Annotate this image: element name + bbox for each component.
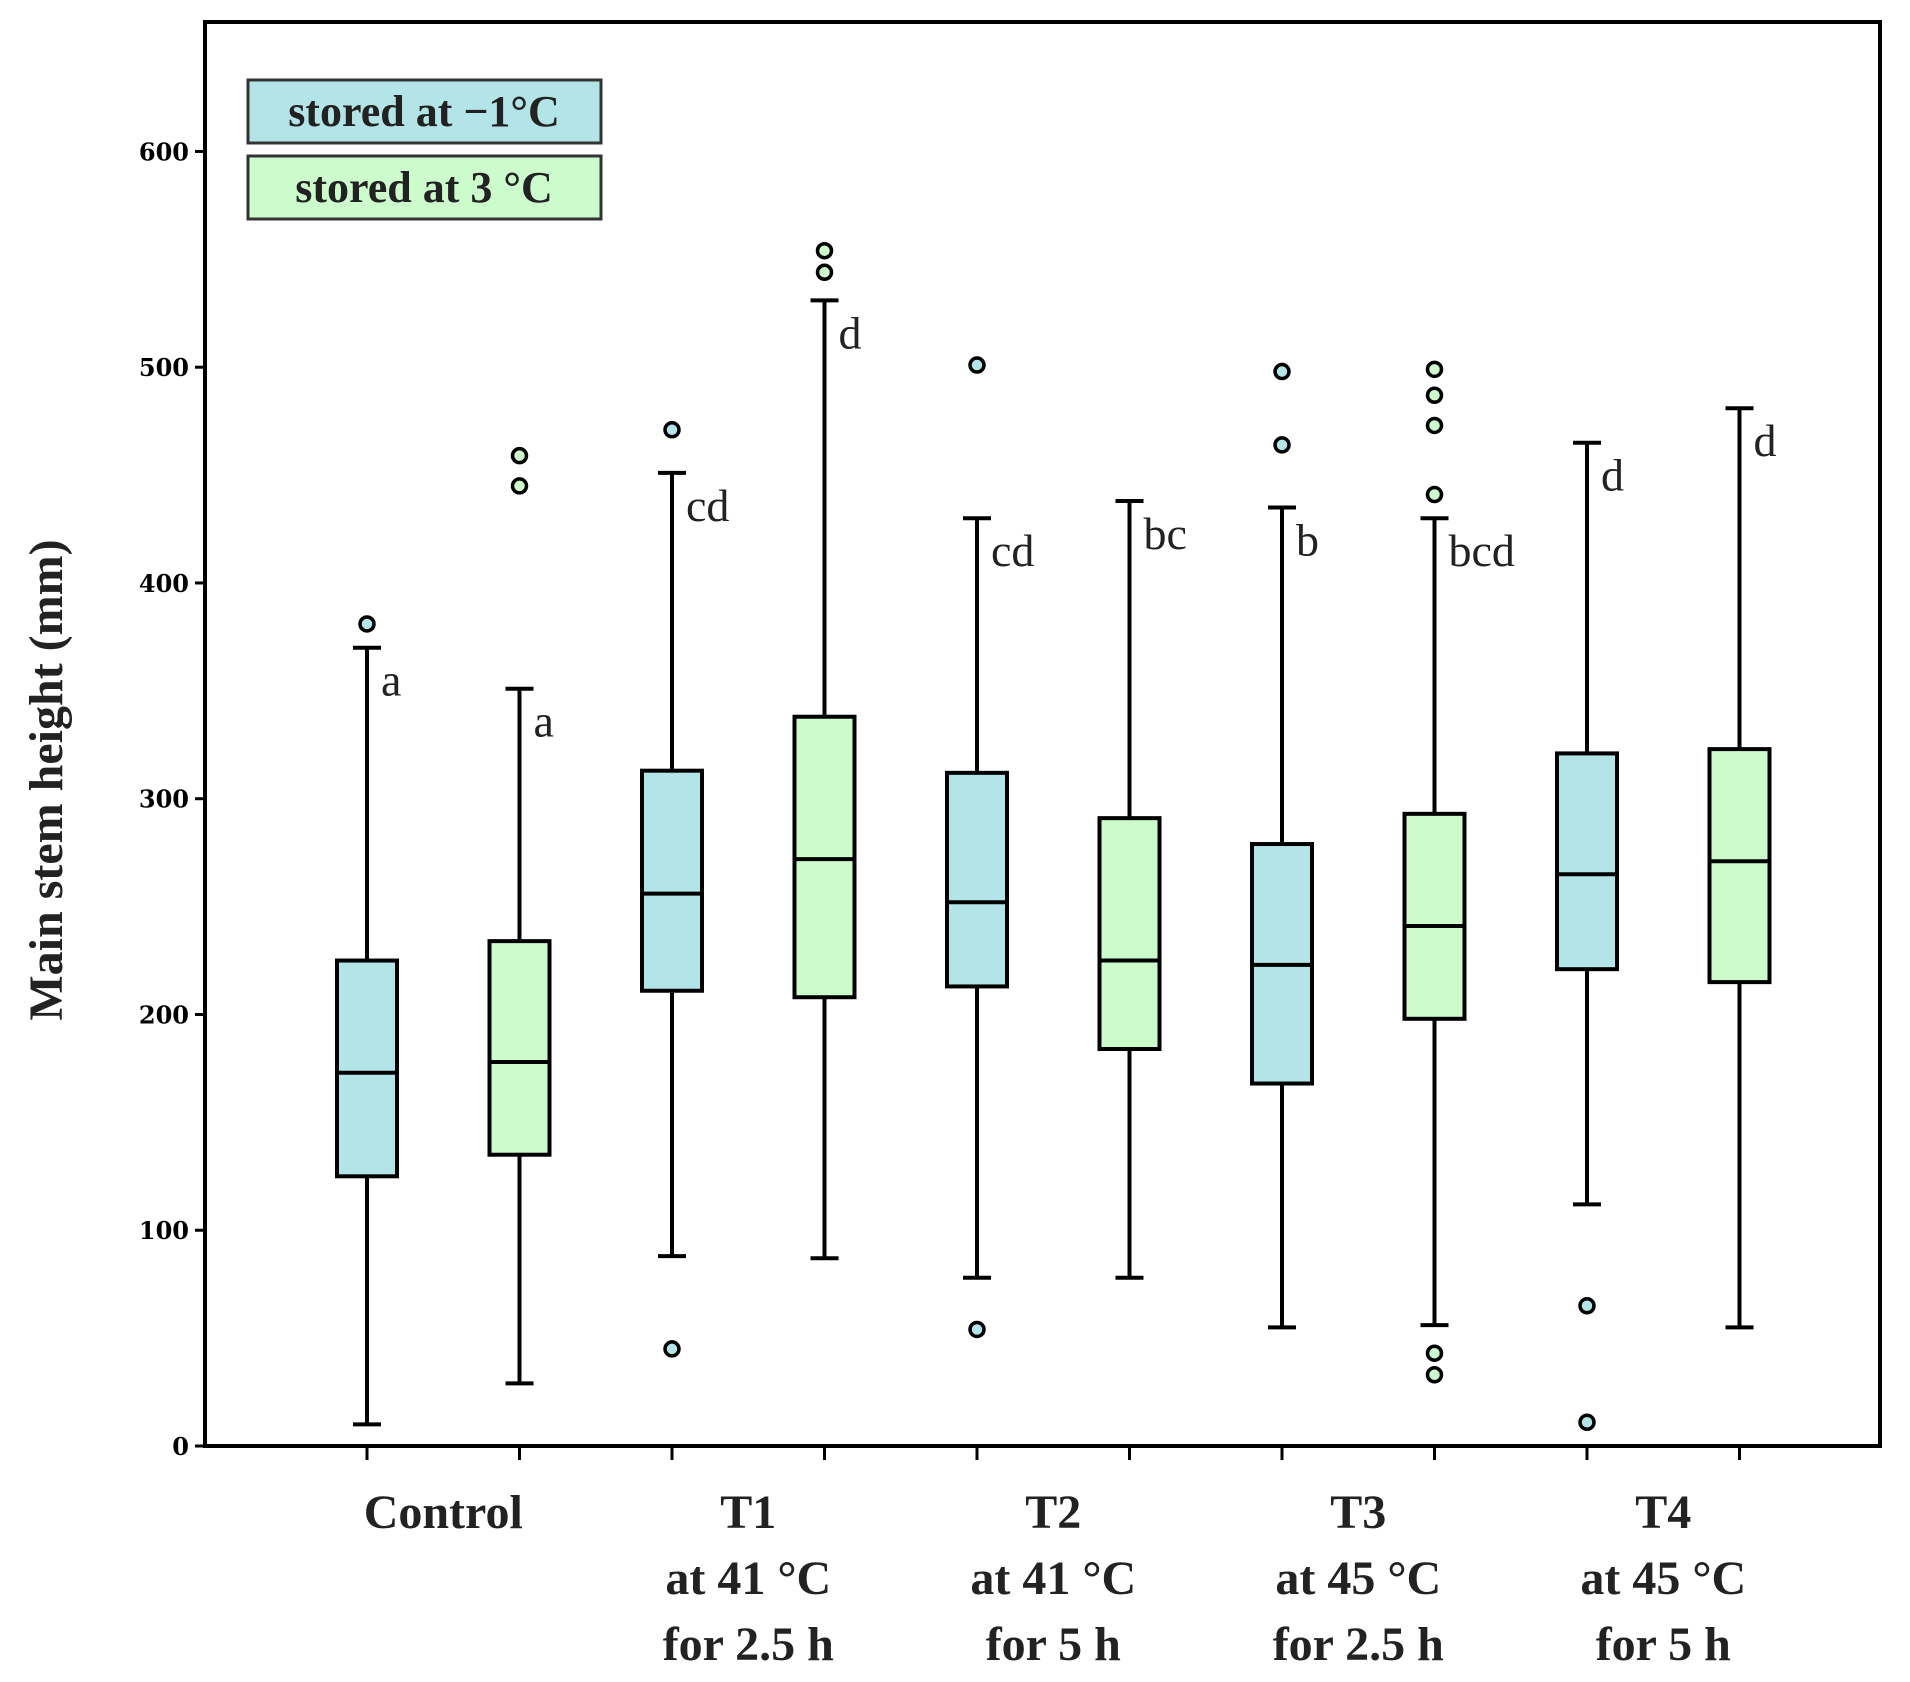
box-control-minus1c: a bbox=[335, 615, 401, 1427]
box-t4-3c: d bbox=[1707, 406, 1777, 1330]
sig-label-t2-3c: bc bbox=[1144, 508, 1187, 559]
outlier-t2-minus1c-1 bbox=[968, 356, 986, 374]
sig-label-t2-minus1c: cd bbox=[991, 525, 1034, 576]
y-tick-label-500: 500 bbox=[139, 353, 189, 382]
sig-label-t4-3c: d bbox=[1754, 415, 1777, 466]
legend-label-2: stored at 3 °C bbox=[295, 163, 553, 212]
outlier-t1-minus1c-1 bbox=[663, 421, 681, 439]
y-tick-label-400: 400 bbox=[139, 569, 189, 598]
sig-label-control-3c: a bbox=[534, 696, 554, 747]
outlier-t3-3c-2 bbox=[1425, 386, 1444, 405]
x-label-control-line-1: Control bbox=[364, 1486, 523, 1539]
outlier-t1-3c-2 bbox=[815, 263, 834, 282]
outlier-t1-3c-1 bbox=[815, 241, 834, 260]
legend-swatch-2 bbox=[246, 154, 603, 221]
legend-item-minus1c: stored at −1°C bbox=[246, 78, 603, 145]
legend: stored at −1°C stored at 3 °C bbox=[246, 78, 603, 221]
outlier-t3-3c-5 bbox=[1425, 1344, 1444, 1362]
x-axis: Control T1 at 41 °C for 2.5 h T2 at 41 °C for … bbox=[364, 1446, 1746, 1671]
iqr-box-t2-minus1c bbox=[945, 770, 1009, 989]
sig-label-t3-minus1c: b bbox=[1296, 514, 1319, 565]
sig-label-t1-3c: d bbox=[839, 307, 862, 358]
x-label-t4-line-1: T4 bbox=[1635, 1486, 1691, 1539]
plot-border bbox=[203, 20, 1882, 1448]
y-axis: 0 100 200 300 400 500 600 bbox=[139, 137, 205, 1461]
iqr-box-t4-3c bbox=[1707, 747, 1772, 985]
box-t3-3c: bcd bbox=[1402, 360, 1515, 1384]
outlier-t3-3c-1 bbox=[1425, 360, 1444, 379]
y-axis-title: Main stem height (mm) bbox=[20, 539, 73, 1020]
y-tick-label-600: 600 bbox=[139, 137, 189, 166]
box-t1-minus1c: cd bbox=[640, 421, 729, 1358]
legend-label-1: stored at −1°C bbox=[288, 87, 560, 136]
box-t2-3c: bc bbox=[1097, 498, 1187, 1280]
outlier-t1-minus1c-2 bbox=[663, 1340, 681, 1358]
iqr-box-t3-3c bbox=[1402, 811, 1467, 1021]
y-tick-label-0: 0 bbox=[172, 1432, 189, 1461]
x-label-t1-line-2: at 41 °C bbox=[665, 1552, 831, 1605]
outlier-t3-3c-6 bbox=[1425, 1366, 1444, 1384]
x-label-t1-line-3: for 2.5 h bbox=[663, 1618, 834, 1671]
outlier-t3-minus1c-2 bbox=[1273, 436, 1291, 454]
box-control-3c: a bbox=[487, 446, 554, 1386]
iqr-box-control-minus1c bbox=[335, 958, 399, 1179]
outlier-control-minus1c-1 bbox=[358, 615, 376, 633]
y-tick-label-100: 100 bbox=[139, 1216, 189, 1245]
outlier-t3-3c-4 bbox=[1425, 485, 1444, 504]
outlier-t3-minus1c-1 bbox=[1273, 362, 1291, 381]
y-tick-label-200: 200 bbox=[139, 1000, 189, 1029]
iqr-box-t4-minus1c bbox=[1555, 751, 1619, 972]
iqr-box-t1-minus1c bbox=[640, 768, 704, 993]
x-label-t4-line-3: for 5 h bbox=[1596, 1618, 1731, 1671]
outlier-t2-minus1c-2 bbox=[968, 1320, 986, 1339]
box-t2-minus1c: cd bbox=[945, 356, 1034, 1339]
sig-label-t4-minus1c: d bbox=[1601, 450, 1624, 501]
box-t1-3c: d bbox=[792, 241, 862, 1261]
x-label-t2-line-3: for 5 h bbox=[986, 1618, 1121, 1671]
plot-frame bbox=[203, 20, 1882, 1448]
box-t4-minus1c: d bbox=[1555, 440, 1624, 1432]
sig-label-t3-3c: bcd bbox=[1449, 525, 1515, 576]
x-label-t1-line-1: T1 bbox=[720, 1486, 776, 1539]
outlier-t4-minus1c-2 bbox=[1578, 1413, 1596, 1432]
x-label-t3-line-3: for 2.5 h bbox=[1273, 1618, 1444, 1671]
outlier-control-3c-1 bbox=[510, 446, 529, 465]
x-label-t2-line-1: T2 bbox=[1025, 1486, 1081, 1539]
box-t3-minus1c: b bbox=[1250, 362, 1319, 1330]
x-label-t3-line-2: at 45 °C bbox=[1275, 1552, 1441, 1605]
outlier-t4-minus1c-1 bbox=[1578, 1297, 1596, 1315]
x-label-t2-line-2: at 41 °C bbox=[970, 1552, 1136, 1605]
sig-label-control-minus1c: a bbox=[381, 655, 401, 706]
y-tick-label-300: 300 bbox=[139, 785, 189, 814]
iqr-box-t2-3c bbox=[1097, 816, 1162, 1052]
x-label-t3-line-1: T3 bbox=[1330, 1486, 1386, 1539]
iqr-box-t1-3c bbox=[792, 714, 857, 1000]
iqr-box-control-3c bbox=[487, 939, 552, 1157]
legend-item-3c: stored at 3 °C bbox=[246, 154, 603, 221]
boxes-layer: a cd cd b d a d bc bcd d bbox=[335, 241, 1777, 1432]
x-label-t4-line-2: at 45 °C bbox=[1580, 1552, 1746, 1605]
outlier-t3-3c-3 bbox=[1425, 416, 1444, 435]
legend-swatch-1 bbox=[246, 78, 603, 145]
sig-label-t1-minus1c: cd bbox=[686, 480, 729, 531]
outlier-control-3c-2 bbox=[510, 477, 529, 495]
